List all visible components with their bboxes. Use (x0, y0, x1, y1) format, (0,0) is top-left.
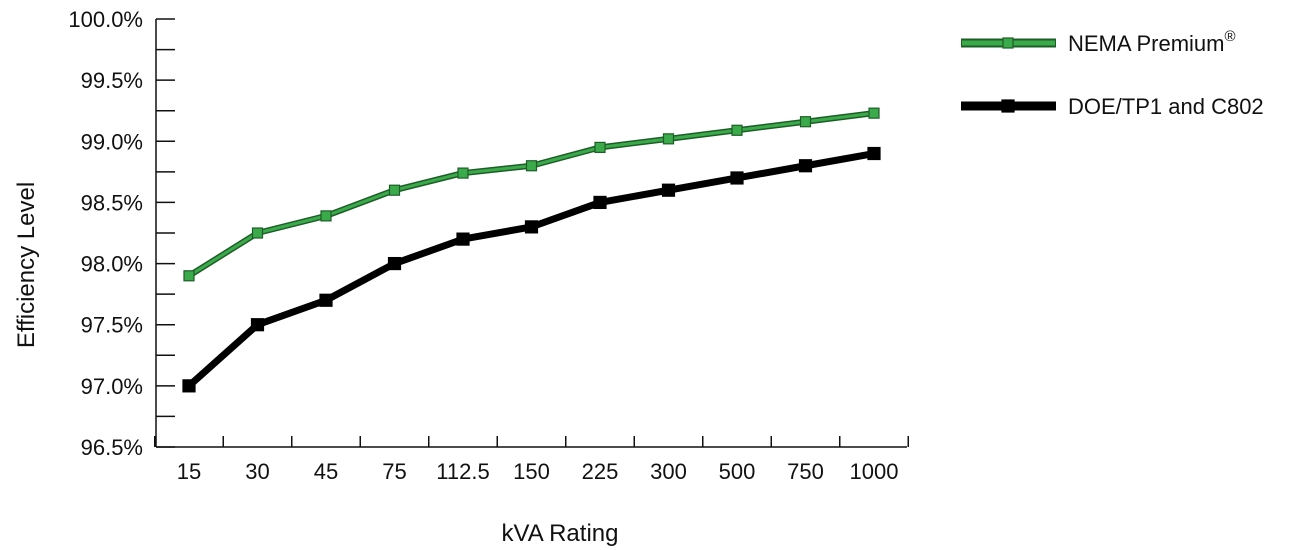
y-axis: 96.5% 97.0% 97.5% 98.0% 98.5% 99.0% 99.5% 100.0… (68, 7, 175, 460)
data-point (525, 160, 538, 172)
data-point (182, 379, 196, 393)
y-tick-label: 99.0% (81, 129, 143, 154)
data-point (799, 116, 812, 128)
x-axis-label: kVA Rating (502, 520, 619, 547)
data-point (867, 146, 881, 161)
data-point (594, 141, 606, 153)
x-tick-label: 75 (382, 459, 406, 484)
series-nema-premium (183, 107, 880, 282)
data-point (250, 318, 265, 332)
x-tick-label: 225 (582, 459, 619, 484)
x-tick-label: 300 (650, 459, 687, 484)
data-point (387, 256, 402, 271)
y-tick-label: 98.5% (81, 190, 143, 215)
legend-item: NEMA Premium® (961, 28, 1236, 56)
data-point (593, 195, 607, 210)
data-point (731, 124, 743, 136)
registered-mark: ® (1224, 28, 1235, 45)
legend-swatch-marker (1002, 37, 1014, 49)
x-tick-label: 500 (719, 459, 756, 484)
legend-label: DOE/TP1 and C802 (1068, 94, 1264, 119)
data-point (730, 171, 744, 185)
x-tick-label: 1000 (850, 459, 899, 484)
legend-swatch-marker (1001, 99, 1015, 113)
data-point (183, 270, 195, 282)
series-line-inner (188, 111, 875, 278)
data-point (524, 220, 539, 234)
legend-label: NEMA Premium® (1068, 28, 1236, 56)
x-tick-label: 112.5 (436, 459, 489, 484)
x-tick-label: 45 (314, 459, 338, 484)
y-tick-label: 100.0% (68, 7, 143, 32)
series-layer (182, 107, 881, 393)
data-point (661, 183, 676, 197)
y-axis-label: Efficiency Level (13, 182, 40, 348)
data-point (798, 159, 813, 173)
data-point (868, 107, 880, 119)
data-point (457, 167, 469, 179)
legend-item: DOE/TP1 and C802 (961, 94, 1264, 119)
x-tick-label: 15 (177, 459, 201, 484)
data-point (662, 133, 675, 145)
data-point (251, 227, 264, 239)
legend: NEMA Premium® DOE/TP1 and C802 (961, 28, 1264, 119)
y-tick-label: 98.0% (81, 252, 143, 277)
data-point (319, 293, 333, 307)
series-line (186, 150, 875, 389)
x-tick-label: 150 (513, 459, 550, 484)
data-point (320, 210, 332, 222)
series-doe-tp1-c802 (182, 146, 881, 393)
y-tick-label: 97.0% (81, 374, 143, 399)
y-tick-label: 97.5% (81, 313, 143, 338)
data-point (456, 232, 470, 246)
x-axis: 15 30 45 75 112.5 150 225 300 500 750 1000 (154, 436, 909, 484)
y-tick-label: 99.5% (81, 68, 143, 93)
data-point (388, 184, 401, 196)
x-tick-label: 30 (245, 459, 269, 484)
y-tick-label: 96.5% (81, 435, 143, 460)
x-tick-label: 750 (787, 459, 824, 484)
series-line (187, 110, 875, 279)
